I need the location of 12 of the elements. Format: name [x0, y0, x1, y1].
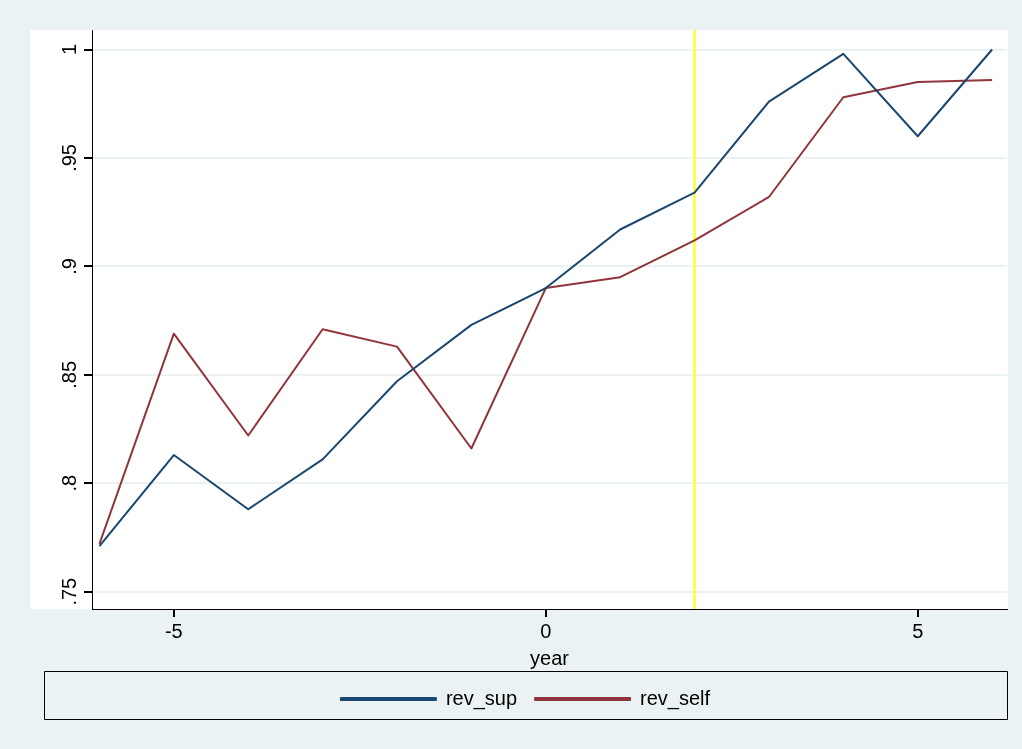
x-tick-label: 5 [912, 619, 924, 642]
y-tick-label: .9 [57, 258, 80, 275]
y-tick-label: 1 [57, 43, 80, 56]
y-tick-label: .95 [57, 144, 80, 172]
y-tick-label: .75 [57, 577, 80, 606]
legend-label: rev_sup [445, 686, 518, 710]
x-tick-label: -5 [164, 619, 183, 642]
x-tick-label: 0 [540, 619, 552, 642]
y-tick-label: .85 [57, 360, 80, 389]
legend-label: rev_self [640, 686, 711, 710]
y-tick-label: .8 [57, 474, 80, 492]
x-axis-title: year [530, 646, 570, 669]
